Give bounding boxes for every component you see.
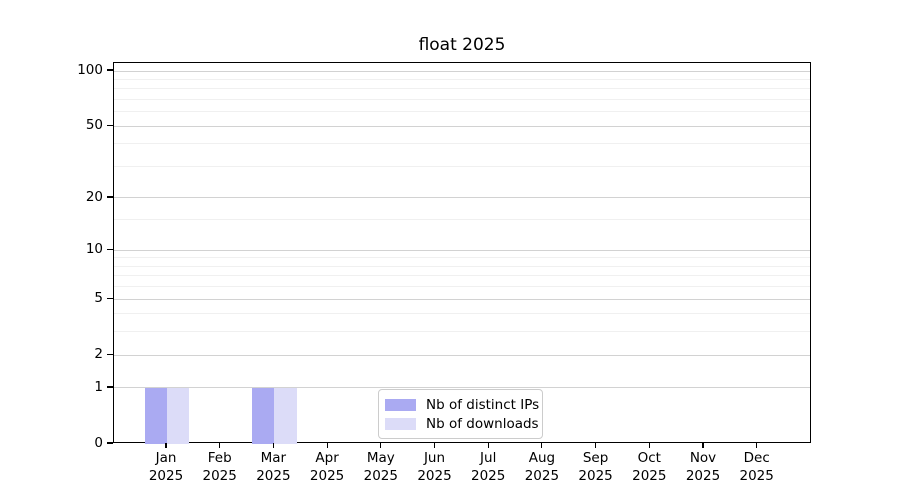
plot-area <box>113 62 811 444</box>
gridline-minor <box>114 111 810 113</box>
y-tick-mark <box>107 248 113 250</box>
y-tick-label: 100 <box>77 62 103 78</box>
x-tick-year: 2025 <box>309 467 345 484</box>
x-tick-month: Jul <box>480 450 497 466</box>
legend: Nb of distinct IPs Nb of downloads <box>378 389 543 439</box>
gridline-major <box>114 249 810 251</box>
x-tick-label: Dec 2025 <box>722 450 792 485</box>
legend-swatch <box>385 398 416 411</box>
x-tick-year: 2025 <box>363 467 398 484</box>
y-tick-mark <box>107 196 113 198</box>
bar-downloads <box>274 387 297 444</box>
gridline-major <box>114 125 810 127</box>
x-tick-year: 2025 <box>685 467 721 484</box>
y-tick-label: 50 <box>85 117 103 134</box>
x-tick-label: Apr 2025 <box>292 450 362 485</box>
x-tick-label: May 2025 <box>346 450 416 485</box>
x-tick-month: Mar <box>260 450 287 466</box>
x-tick-mark <box>702 443 704 448</box>
x-tick-year: 2025 <box>578 467 613 484</box>
bar-distinct-ips <box>144 387 167 444</box>
x-tick-mark <box>487 443 489 448</box>
legend-label: Nb of distinct IPs <box>426 396 540 413</box>
x-tick-label: Jul 2025 <box>453 450 523 485</box>
x-tick-label: Feb 2025 <box>185 450 255 485</box>
y-tick-label: 5 <box>94 290 103 307</box>
gridline-major <box>114 298 810 300</box>
gridline-minor <box>114 88 810 90</box>
legend-row: Nb of downloads <box>385 414 539 433</box>
x-tick-year: 2025 <box>632 467 667 484</box>
gridline-minor <box>114 143 810 145</box>
x-tick-month: Oct <box>637 450 661 466</box>
x-tick-mark <box>595 443 597 448</box>
x-tick-label: Nov 2025 <box>668 450 738 485</box>
y-tick-label: 10 <box>85 241 103 258</box>
legend-label: Nb of downloads <box>426 415 539 432</box>
gridline-minor <box>114 331 810 333</box>
gridline-major <box>114 387 810 389</box>
x-tick-month: Jun <box>423 450 446 466</box>
x-tick-label: Mar 2025 <box>238 450 308 485</box>
y-tick-label: 1 <box>94 378 103 395</box>
x-tick-mark <box>165 443 167 448</box>
y-tick-label: 0 <box>94 435 103 451</box>
gridline-major <box>114 354 810 356</box>
bar-distinct-ips <box>252 387 275 444</box>
x-tick-label: Aug 2025 <box>507 450 577 485</box>
y-tick-mark <box>107 386 113 388</box>
x-tick-label: Sep 2025 <box>561 450 631 485</box>
y-tick-mark <box>107 124 113 126</box>
y-tick-mark <box>107 353 113 355</box>
x-tick-year: 2025 <box>148 467 184 484</box>
legend-row: Nb of distinct IPs <box>385 395 539 414</box>
x-tick-label: Jan 2025 <box>131 450 201 485</box>
x-tick-mark <box>541 443 543 448</box>
gridline-minor <box>114 313 810 315</box>
x-tick-year: 2025 <box>524 467 560 484</box>
x-tick-year: 2025 <box>256 467 291 484</box>
x-tick-mark <box>756 443 758 448</box>
x-tick-mark <box>326 443 328 448</box>
y-tick-label: 2 <box>94 346 103 363</box>
y-tick-label: 20 <box>85 188 103 205</box>
x-tick-month: Jan <box>155 450 177 466</box>
x-tick-month: Dec <box>743 450 770 466</box>
x-tick-month: Apr <box>315 450 339 466</box>
x-tick-label: Oct 2025 <box>614 450 684 485</box>
gridline-minor <box>114 286 810 288</box>
gridline-minor <box>114 275 810 277</box>
x-tick-year: 2025 <box>471 467 506 484</box>
x-tick-month: Feb <box>207 450 232 466</box>
chart-title: float 2025 <box>418 35 506 55</box>
x-tick-month: Sep <box>582 450 609 466</box>
y-tick-mark <box>107 297 113 299</box>
bar-downloads <box>167 387 190 444</box>
gridline-minor <box>114 78 810 80</box>
x-tick-mark <box>219 443 221 448</box>
x-tick-month: Aug <box>528 450 556 466</box>
y-tick-mark <box>107 442 113 444</box>
x-tick-label: Jun 2025 <box>400 450 470 485</box>
gridline-minor <box>114 219 810 221</box>
gridline-major <box>114 70 810 72</box>
x-tick-mark <box>272 443 274 448</box>
x-tick-year: 2025 <box>417 467 452 484</box>
legend-swatch <box>385 417 416 430</box>
gridline-minor <box>114 265 810 267</box>
x-tick-year: 2025 <box>202 467 237 484</box>
gridline-minor <box>114 165 810 167</box>
x-tick-mark <box>648 443 650 448</box>
x-tick-month: Nov <box>689 450 717 466</box>
x-tick-year: 2025 <box>739 467 774 484</box>
y-tick-mark <box>107 69 113 71</box>
x-tick-mark <box>380 443 382 448</box>
gridline-major <box>114 197 810 199</box>
gridline-minor <box>114 257 810 259</box>
gridline-minor <box>114 98 810 100</box>
x-tick-mark <box>433 443 436 448</box>
x-tick-month: May <box>366 450 395 466</box>
